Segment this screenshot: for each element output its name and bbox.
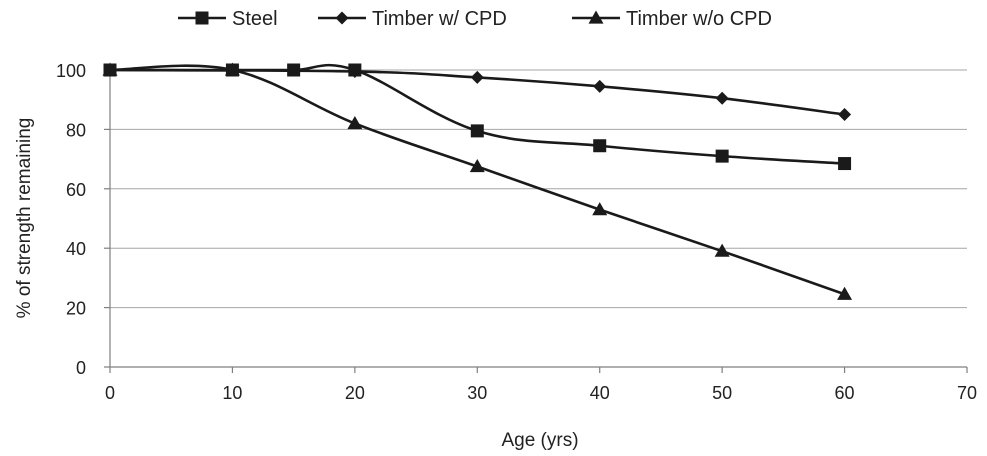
x-tick-label: 10 — [222, 383, 242, 403]
data-point — [469, 159, 485, 173]
legend-marker — [335, 11, 349, 25]
data-point — [592, 202, 608, 216]
series-line-2 — [109, 68, 845, 116]
data-point — [470, 124, 484, 138]
x-axis-title: Age (yrs) — [501, 430, 578, 451]
x-tick-label: 0 — [105, 383, 115, 403]
data-point — [102, 62, 118, 76]
y-tick-label: 0 — [76, 358, 86, 378]
legend: Steel Timber w/ CPD Timber w/o CPD — [178, 8, 772, 30]
data-point — [714, 243, 730, 257]
x-tick-label: 70 — [957, 383, 977, 403]
y-tick-label: 40 — [66, 239, 86, 259]
data-point — [838, 157, 852, 171]
data-point — [837, 286, 853, 300]
data-point — [593, 139, 607, 153]
x-tick-label: 60 — [835, 383, 855, 403]
y-axis-title: % of strength remaining — [14, 118, 35, 319]
legend-label: Timber w/o CPD — [626, 8, 772, 30]
data-point — [224, 62, 240, 76]
legend-label: Timber w/ CPD — [372, 8, 507, 30]
x-tick-label: 30 — [467, 383, 487, 403]
y-tick-label: 20 — [66, 299, 86, 319]
data-point — [838, 108, 852, 122]
data-point — [348, 64, 362, 78]
data-point — [715, 91, 729, 105]
legend-marker — [588, 10, 604, 24]
series-lines — [109, 63, 846, 296]
axes: 0 20 40 60 80 100 0 10 20 30 40 50 60 70 — [56, 61, 977, 403]
legend-marker — [195, 11, 209, 25]
legend-label: Steel — [232, 8, 278, 30]
data-point — [470, 70, 484, 84]
data-point — [347, 115, 363, 130]
data-point — [715, 149, 729, 163]
y-tick-label: 60 — [66, 180, 86, 200]
x-tick-label: 40 — [590, 383, 610, 403]
y-tick-label: 100 — [56, 61, 86, 81]
x-tick-label: 50 — [712, 383, 732, 403]
data-point — [593, 79, 607, 93]
series-markers — [102, 62, 853, 300]
data-point — [287, 63, 301, 77]
x-tick-label: 20 — [345, 383, 365, 403]
y-tick-label: 80 — [66, 120, 86, 140]
